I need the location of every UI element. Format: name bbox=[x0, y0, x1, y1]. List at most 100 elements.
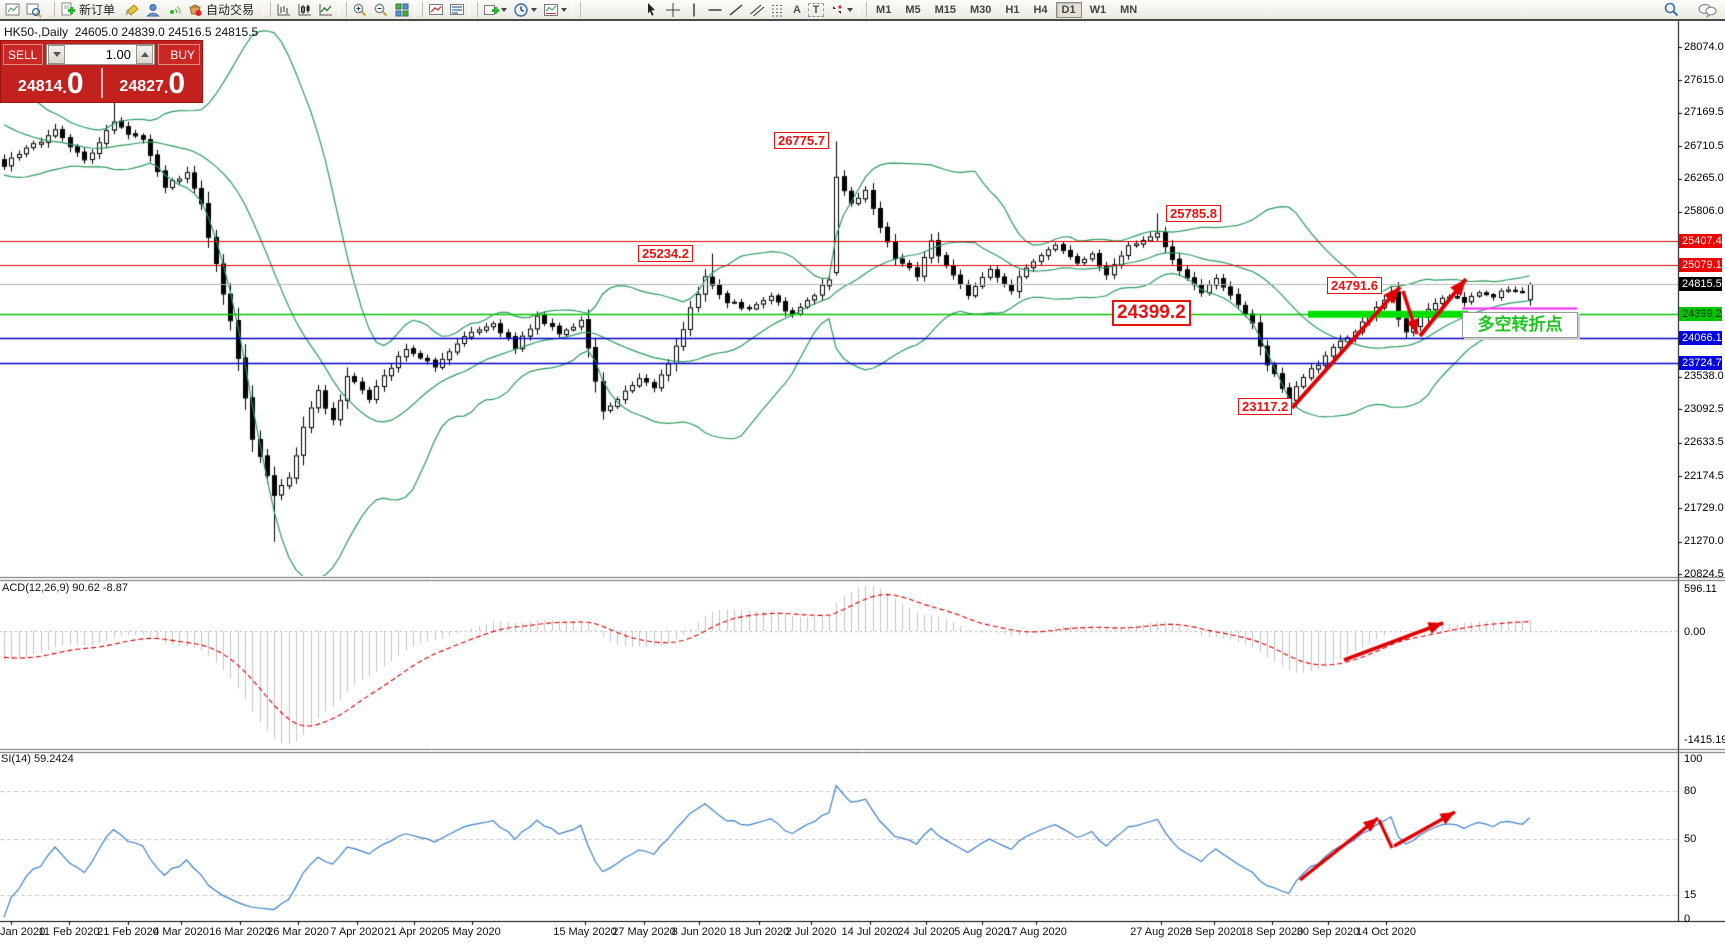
arrows-tool-icon[interactable] bbox=[826, 1, 847, 18]
indicators-window-icon[interactable] bbox=[425, 1, 446, 18]
templates-icon[interactable] bbox=[540, 1, 561, 18]
bar-chart-type-icon[interactable] bbox=[273, 1, 294, 18]
zoom-out-icon[interactable] bbox=[370, 1, 391, 18]
price-callout[interactable]: 26775.7 bbox=[774, 132, 829, 149]
toolbar-separator bbox=[46, 2, 55, 17]
chart-symbol-period: HK50-,Daily bbox=[4, 25, 69, 39]
y-axis-label: 26710.5 bbox=[1684, 139, 1724, 152]
timeframe-button-D1[interactable]: D1 bbox=[1055, 1, 1082, 18]
channel-tool-icon[interactable] bbox=[746, 1, 767, 18]
x-axis-label: 24 Jul 2020 bbox=[897, 926, 955, 938]
timeframe-button-M1[interactable]: M1 bbox=[876, 3, 892, 16]
x-axis-label: 14 Oct 2020 bbox=[1356, 926, 1416, 938]
chart-title: HK50-,Daily 24605.0 24839.0 24516.5 2481… bbox=[4, 25, 258, 39]
periods-dropdown[interactable] bbox=[531, 7, 538, 12]
timeframe-group: M1 M5 M15 M30 H1 H4 D1 W1 MN bbox=[869, 1, 1144, 18]
auto-trading-label[interactable]: 自动交易 bbox=[206, 3, 255, 17]
price-tag: 24399.2 bbox=[1679, 307, 1722, 322]
one-click-trading-panel: SELL 1.00 BUY 24814. 0 24827. 0 bbox=[0, 40, 203, 103]
vertical-line-tool-icon[interactable] bbox=[683, 1, 704, 18]
x-axis-label: 21 Apr 2020 bbox=[384, 926, 444, 938]
arrows-tool-dropdown[interactable] bbox=[847, 7, 854, 12]
x-axis-label: 8 Sep 2020 bbox=[1185, 926, 1243, 938]
price-callout[interactable]: 25234.2 bbox=[638, 245, 693, 262]
timeframe-button-M5[interactable]: M5 bbox=[905, 3, 921, 16]
y-axis-label: 23092.5 bbox=[1684, 402, 1724, 415]
price-tag: 24815.5 bbox=[1679, 276, 1722, 291]
rsi-scale-label: 50 bbox=[1684, 833, 1697, 845]
buy-price[interactable]: 24827. 0 bbox=[119, 67, 186, 100]
buy-button[interactable]: BUY bbox=[158, 44, 200, 65]
toolbar-separator bbox=[572, 2, 582, 17]
rsi-scale-label: 80 bbox=[1684, 785, 1697, 797]
zoom-in-icon[interactable] bbox=[349, 1, 370, 18]
candle-chart-type-icon[interactable] bbox=[294, 1, 315, 18]
line-chart-type-icon[interactable] bbox=[315, 1, 336, 18]
timeframe-button-H4[interactable]: H4 bbox=[1033, 3, 1048, 16]
rsi-indicator-label: SI(14) 59.2424 bbox=[1, 753, 74, 765]
sell-button[interactable]: SELL bbox=[3, 44, 43, 65]
timeframe-button-MN[interactable]: MN bbox=[1120, 3, 1138, 16]
y-axis-label: 23538.0 bbox=[1684, 370, 1724, 383]
toolbar-separator bbox=[338, 2, 348, 17]
price-callout[interactable]: 24791.6 bbox=[1327, 277, 1382, 294]
y-axis-label: 27169.5 bbox=[1684, 106, 1724, 119]
volume-decrease-button[interactable] bbox=[48, 45, 65, 64]
chart-ohlc-readout: 24605.0 24839.0 24516.5 24815.5 bbox=[74, 25, 259, 39]
y-axis-label: 22633.5 bbox=[1684, 436, 1724, 449]
triangle-up-icon bbox=[140, 52, 149, 57]
community-icon[interactable] bbox=[142, 1, 163, 18]
indicator-list-icon[interactable] bbox=[446, 1, 467, 18]
trendline-tool-icon[interactable] bbox=[725, 1, 746, 18]
volume-value[interactable]: 1.00 bbox=[105, 47, 131, 62]
macd-scale-label: 0.00 bbox=[1684, 626, 1706, 638]
signals-icon[interactable] bbox=[163, 1, 184, 18]
text-tool-icon[interactable]: A bbox=[793, 3, 801, 16]
chart-window-icon[interactable] bbox=[2, 1, 23, 18]
sell-price[interactable]: 24814. 0 bbox=[17, 67, 84, 100]
chat-icon[interactable] bbox=[1696, 1, 1717, 18]
macd-scale-label: 596.11 bbox=[1684, 583, 1717, 595]
y-axis-label: 20824.5 bbox=[1684, 567, 1724, 580]
tile-windows-icon[interactable] bbox=[391, 1, 412, 18]
add-indicator-icon[interactable] bbox=[480, 1, 501, 18]
styles-icon[interactable] bbox=[121, 1, 142, 18]
volume-increase-button[interactable] bbox=[136, 45, 153, 64]
horizontal-line-tool-icon[interactable] bbox=[704, 1, 725, 18]
autotrade-icon[interactable] bbox=[184, 1, 205, 18]
macd-indicator-label: ACD(12,26,9) 90.62 -8.87 bbox=[2, 582, 128, 594]
y-axis-label: 25806.0 bbox=[1684, 205, 1724, 218]
periods-icon[interactable] bbox=[510, 1, 531, 18]
timeframe-button-H1[interactable]: H1 bbox=[1005, 3, 1020, 16]
text-label-tool-icon[interactable]: T bbox=[808, 2, 825, 17]
y-axis-label: 28074.0 bbox=[1684, 40, 1724, 53]
cursor-icon[interactable] bbox=[641, 1, 662, 18]
crosshair-icon[interactable] bbox=[662, 1, 683, 18]
timeframe-button-M15[interactable]: M15 bbox=[934, 3, 956, 16]
triangle-down-icon bbox=[52, 52, 61, 57]
x-axis-label: 15 May 2020 bbox=[553, 926, 617, 938]
templates-dropdown[interactable] bbox=[561, 7, 568, 12]
trade-panel-prices: 24814. 0 24827. 0 bbox=[1, 66, 202, 100]
rsi-scale-label: 0 bbox=[1684, 913, 1691, 925]
price-tag: 25079.1 bbox=[1679, 257, 1722, 272]
search-icon[interactable] bbox=[1661, 1, 1682, 18]
rsi-scale-label: 100 bbox=[1684, 753, 1703, 765]
timeframe-button-W1[interactable]: W1 bbox=[1089, 3, 1107, 16]
x-axis-label: 18 Sep 2020 bbox=[1240, 926, 1304, 938]
macd-scale-label: -1415.19 bbox=[1684, 734, 1725, 746]
add-indicator-dropdown[interactable] bbox=[501, 7, 508, 12]
volume-spinner: 1.00 bbox=[46, 44, 155, 65]
timeframe-button-M30[interactable]: M30 bbox=[970, 3, 992, 16]
price-callout[interactable]: 25785.8 bbox=[1166, 205, 1221, 222]
annotation-text-box[interactable]: 多空转折点 bbox=[1462, 312, 1578, 338]
new-order-label[interactable]: 新订单 bbox=[79, 3, 116, 17]
toolbar-separator bbox=[414, 2, 424, 17]
fibonacci-tool-icon[interactable] bbox=[767, 1, 788, 18]
new-order-icon[interactable] bbox=[57, 1, 78, 18]
price-callout[interactable]: 23117.2 bbox=[1238, 398, 1293, 415]
toolbar-separator bbox=[858, 2, 868, 17]
profiles-icon[interactable] bbox=[23, 1, 44, 18]
price-callout[interactable]: 24399.2 bbox=[1112, 300, 1191, 326]
